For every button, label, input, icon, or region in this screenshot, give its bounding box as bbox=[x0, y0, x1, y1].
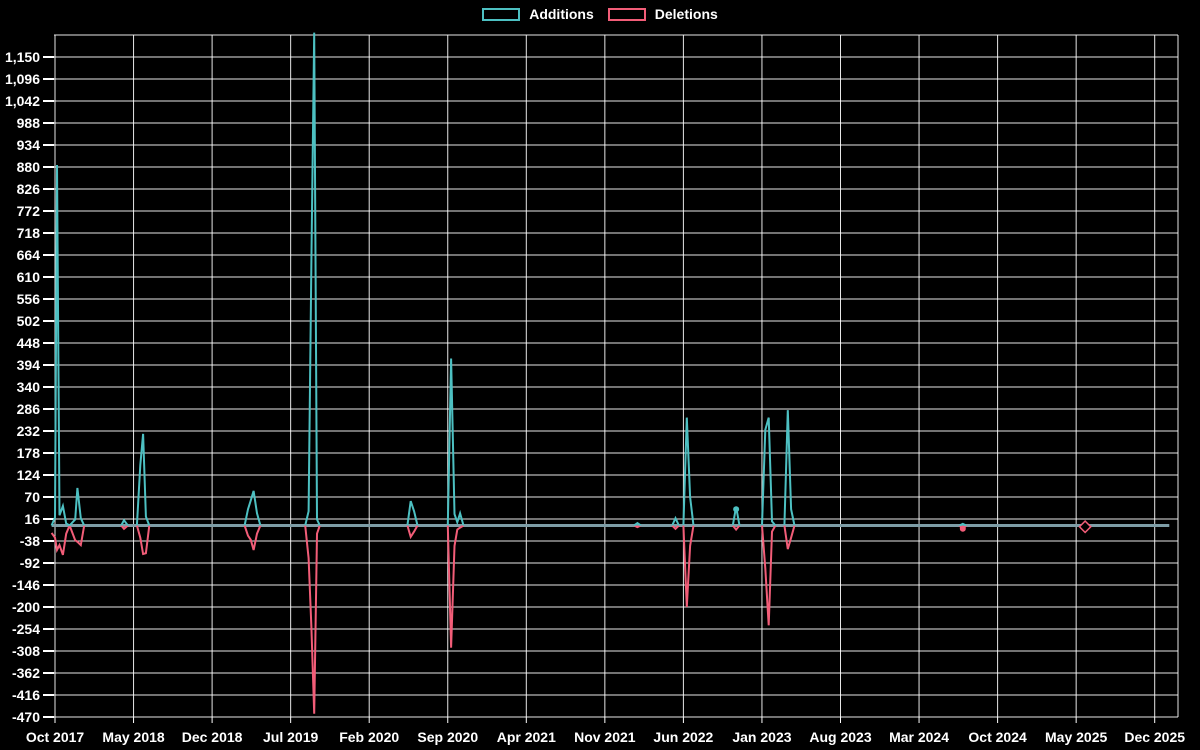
y-axis-label: 124 bbox=[17, 467, 41, 483]
deletions-marker-diamond bbox=[1078, 520, 1092, 534]
y-axis-label: 988 bbox=[17, 115, 41, 131]
y-axis-label: 448 bbox=[17, 335, 41, 351]
y-axis-label: 826 bbox=[17, 181, 41, 197]
y-axis-label: 286 bbox=[17, 401, 41, 417]
x-axis-label: Apr 2021 bbox=[497, 729, 556, 745]
y-axis-label: -254 bbox=[12, 621, 40, 637]
y-axis-label: -200 bbox=[12, 599, 40, 615]
x-axis-label: Mar 2024 bbox=[889, 729, 949, 745]
y-axis-label: 664 bbox=[17, 247, 41, 263]
y-axis-label: 1,096 bbox=[5, 71, 40, 87]
y-axis-label: 934 bbox=[17, 137, 41, 153]
deletions-swatch-icon bbox=[607, 7, 646, 21]
x-axis-label: Dec 2018 bbox=[182, 729, 243, 745]
x-axis-label: Dec 2025 bbox=[1124, 729, 1185, 745]
y-axis-labels: -470 -416 -362 -308 -254 -200 -146 -92 -38 16 70 12… bbox=[5, 49, 40, 725]
chart-legend: Additions Deletions bbox=[0, 7, 1200, 21]
y-axis-label: 232 bbox=[17, 423, 41, 439]
x-axis-label: Oct 2017 bbox=[26, 729, 85, 745]
x-axis-label: Jul 2019 bbox=[263, 729, 318, 745]
x-axis-label: Sep 2020 bbox=[417, 729, 478, 745]
additions-line bbox=[50, 32, 1090, 527]
x-axis-label: Aug 2023 bbox=[809, 729, 871, 745]
y-axis-label: 718 bbox=[17, 225, 41, 241]
y-axis-label: 70 bbox=[24, 489, 40, 505]
additions-legend-label: Additions bbox=[529, 6, 594, 22]
legend-item-additions[interactable]: Additions bbox=[482, 7, 594, 21]
y-axis-label: 502 bbox=[17, 313, 41, 329]
y-axis-label: -92 bbox=[20, 555, 40, 571]
y-axis-label: -308 bbox=[12, 643, 40, 659]
y-axis-label: -416 bbox=[12, 687, 40, 703]
gridlines bbox=[54, 34, 1179, 718]
y-axis-label: 880 bbox=[17, 159, 41, 175]
deletions-line bbox=[50, 524, 1090, 714]
point-markers bbox=[733, 506, 1092, 534]
y-axis-label: -146 bbox=[12, 577, 40, 593]
deletions-legend-label: Deletions bbox=[654, 6, 718, 22]
y-axis-label: 556 bbox=[17, 291, 41, 307]
y-axis-label: -362 bbox=[12, 665, 40, 681]
x-axis-label: Jan 2023 bbox=[732, 729, 791, 745]
y-axis-label: 610 bbox=[17, 269, 41, 285]
y-axis-label: 178 bbox=[17, 445, 41, 461]
y-axis-label: -38 bbox=[20, 533, 40, 549]
x-axis-labels: Oct 2017 May 2018 Dec 2018 Jul 2019 Feb 2020… bbox=[26, 729, 1185, 745]
additions-marker-dot bbox=[733, 506, 740, 513]
y-axis-label: -470 bbox=[12, 709, 40, 725]
x-axis-label: Oct 2024 bbox=[968, 729, 1027, 745]
y-axis-label: 394 bbox=[17, 357, 41, 373]
axis-ticks bbox=[43, 56, 1156, 723]
x-axis-label: May 2025 bbox=[1045, 729, 1107, 745]
y-axis-label: 16 bbox=[24, 511, 40, 527]
additions-swatch-icon bbox=[482, 7, 521, 21]
x-axis-label: May 2018 bbox=[102, 729, 164, 745]
y-axis-label: 1,150 bbox=[5, 49, 40, 65]
y-axis-label: 340 bbox=[17, 379, 41, 395]
x-axis-label: Feb 2020 bbox=[339, 729, 399, 745]
x-axis-label: Jun 2022 bbox=[653, 729, 713, 745]
legend-item-deletions[interactable]: Deletions bbox=[607, 6, 718, 22]
y-axis-label: 772 bbox=[17, 203, 41, 219]
x-axis-label: Nov 2021 bbox=[574, 729, 636, 745]
deletions-marker-dot bbox=[959, 525, 966, 532]
y-axis-label: 1,042 bbox=[5, 93, 40, 109]
